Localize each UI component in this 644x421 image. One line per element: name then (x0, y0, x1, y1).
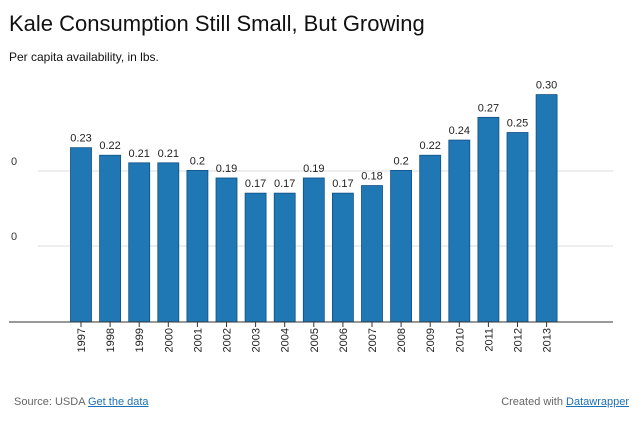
bar (99, 154, 121, 323)
bar (128, 162, 151, 323)
x-tick-label: 2010 (454, 328, 466, 352)
data-label: 0.27 (478, 102, 499, 114)
footer-credit: Created with Datawrapper (501, 395, 629, 409)
bar (244, 192, 267, 323)
bar (477, 116, 500, 323)
bar (215, 177, 238, 323)
data-label: 0.2 (190, 155, 205, 167)
data-label: 0.21 (158, 148, 179, 160)
credit-text: Created with (501, 396, 563, 408)
x-axis-ticks: 1997 1998 1999 2000 2001 2002 2003 2004 2005 2006… (76, 322, 554, 352)
x-tick-label: 2006 (338, 328, 350, 352)
value-labels: 0.23 0.22 0.21 0.21 0.2 0.19 0.17 0.17 0.19 0.17 0… (70, 80, 557, 191)
x-tick-label: 1997 (76, 328, 88, 352)
x-tick-label: 1999 (134, 328, 146, 352)
x-tick-label: 1998 (105, 328, 117, 352)
data-label: 0.24 (449, 125, 470, 137)
bar (331, 192, 354, 323)
bar (70, 147, 92, 323)
bar (302, 177, 325, 323)
bar (186, 169, 209, 323)
bar (157, 162, 180, 323)
chart-subtitle: Per capita availability, in lbs. (9, 50, 159, 64)
data-label: 0.17 (332, 178, 353, 190)
data-label: 0.22 (99, 140, 120, 152)
data-label: 0.23 (70, 133, 91, 145)
data-label: 0.25 (507, 118, 528, 130)
x-tick-label: 2002 (222, 328, 234, 352)
x-tick-label: 2001 (192, 328, 204, 352)
x-tick-label: 2005 (309, 328, 321, 352)
x-tick-label: 2013 (542, 328, 554, 352)
bars (70, 94, 558, 323)
x-tick-label: 2000 (163, 328, 175, 352)
data-label: 0.18 (361, 171, 382, 183)
bar (448, 139, 471, 323)
bar (535, 94, 558, 323)
data-label: 0.21 (128, 148, 149, 160)
datawrapper-link[interactable]: Datawrapper (566, 396, 629, 408)
data-label: 0.17 (274, 178, 295, 190)
bar (361, 185, 383, 323)
data-label: 0.17 (245, 178, 266, 190)
bar (273, 192, 296, 323)
data-label: 0.19 (216, 163, 237, 175)
source-text: Source: USDA (14, 396, 85, 408)
chart-title: Kale Consumption Still Small, But Growin… (9, 11, 425, 36)
x-tick-label: 2012 (513, 328, 525, 352)
bar (390, 169, 413, 323)
footer-source: Source: USDA Get the data (14, 395, 149, 409)
y-tick-label: 0 (11, 156, 17, 168)
bar (506, 132, 529, 323)
get-the-data-link[interactable]: Get the data (87, 396, 149, 408)
data-label: 0.2 (393, 155, 408, 167)
y-tick-label: 0 (11, 231, 17, 243)
bar (419, 154, 442, 323)
data-label: 0.22 (419, 140, 440, 152)
data-label: 0.30 (536, 80, 557, 92)
x-tick-label: 2011 (483, 328, 495, 352)
x-tick-label: 2009 (425, 328, 437, 352)
x-tick-label: 2003 (251, 328, 263, 352)
x-tick-label: 2004 (280, 328, 292, 352)
x-tick-label: 2007 (367, 328, 379, 352)
data-label: 0.19 (303, 163, 324, 175)
x-tick-label: 2008 (396, 328, 408, 352)
